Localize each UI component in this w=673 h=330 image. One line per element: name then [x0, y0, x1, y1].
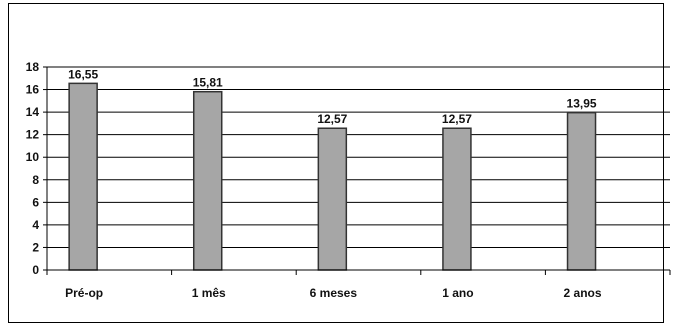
- data-label: 12,57: [317, 112, 347, 126]
- y-tick-label: 0: [32, 263, 39, 277]
- y-tick-label: 4: [32, 218, 39, 232]
- category-label: 2 anos: [564, 286, 602, 300]
- bar: [442, 127, 472, 271]
- category-label: 6 meses: [310, 286, 358, 300]
- y-tick-label: 6: [32, 195, 39, 209]
- data-labels: 16,55 15,81 12,57 12,57 13,95: [68, 67, 597, 126]
- y-tick-label: 10: [26, 150, 40, 164]
- category-label: Pré-op: [65, 286, 103, 300]
- data-label: 12,57: [442, 112, 472, 126]
- bar: [192, 90, 223, 271]
- bars: [68, 82, 597, 271]
- y-tick-label: 12: [26, 128, 40, 142]
- data-label: 15,81: [193, 76, 223, 90]
- y-tick-label: 16: [26, 83, 40, 97]
- bar: [68, 82, 98, 271]
- y-tick-label: 14: [26, 105, 40, 119]
- y-tick-label: 2: [32, 240, 39, 254]
- x-axis: Pré-op 1 mês 6 meses 1 ano 2 anos: [46, 269, 671, 300]
- bar: [566, 111, 597, 271]
- data-label: 16,55: [68, 67, 98, 81]
- category-label: 1 ano: [442, 286, 473, 300]
- y-tick-label: 8: [32, 173, 39, 187]
- category-label: 1 mês: [192, 286, 226, 300]
- y-tick-label: 18: [26, 60, 40, 74]
- data-label: 13,95: [567, 97, 597, 111]
- gridlines: [47, 66, 670, 248]
- y-axis-ticks: 0 2 4 6 8 10 12 14 16 18: [26, 60, 48, 277]
- bar: [317, 127, 348, 271]
